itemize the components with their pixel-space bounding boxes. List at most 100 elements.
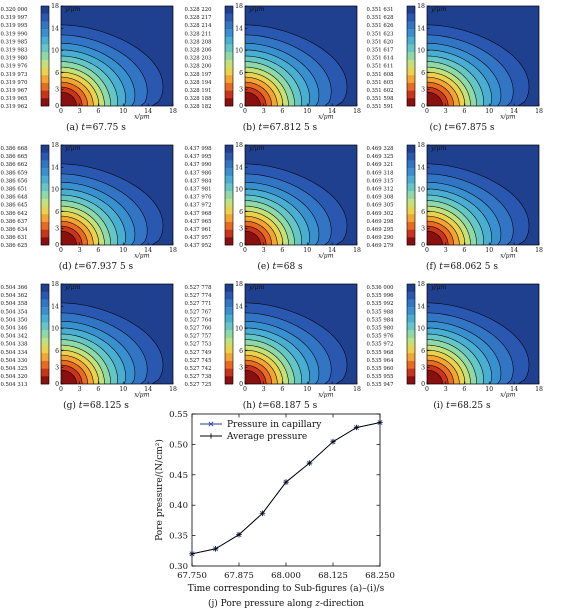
colorbar-label: 0.319 965 — [1, 96, 28, 102]
colorbar-swatch — [41, 299, 49, 308]
contour-line — [427, 327, 492, 384]
data-point — [283, 479, 289, 485]
contour-area — [427, 6, 539, 106]
y-tick-label: 0 — [55, 381, 59, 388]
colorbar-label: 0.328 203 — [185, 56, 212, 62]
plot-frame — [60, 283, 174, 385]
y-tick-label: 18 — [417, 3, 425, 10]
colorbar-swatch — [407, 284, 415, 292]
x-tick-label: 6 — [280, 247, 284, 254]
colorbar-swatch — [41, 221, 49, 230]
colorbar-swatch — [407, 314, 415, 323]
y-tick-label: 18 — [51, 3, 59, 10]
contour-area — [61, 284, 173, 384]
y-axis-label: Pore pressure/(N/cm²) — [154, 439, 165, 541]
x-tick-label: 14 — [328, 247, 336, 254]
colorbar-swatch — [407, 237, 415, 246]
colorbar-swatch — [407, 168, 415, 177]
colorbar-swatch — [41, 145, 49, 153]
contour-line — [61, 194, 118, 245]
colorbar-label: 0.527 771 — [185, 301, 212, 307]
contour-line — [427, 364, 449, 384]
legend-marker — [208, 433, 214, 439]
y-tick-label: 6 — [55, 70, 59, 77]
contour-panel-e: 0.437 998 0.437 995 0.437 990 0.437 986 0.43… — [185, 142, 361, 272]
contour-line — [427, 71, 466, 106]
contour-line — [61, 81, 89, 106]
y-tick-label: 10 — [235, 48, 243, 55]
contour-area — [61, 6, 173, 106]
colorbar-label: 0.351 623 — [367, 31, 394, 37]
colorbar-label: 0.319 980 — [1, 56, 29, 62]
contour-line — [427, 86, 449, 106]
colorbar-swatch — [225, 307, 233, 316]
contour-line — [427, 181, 502, 245]
colorbar-label: 0.437 976 — [185, 195, 213, 201]
x-tick-label: 18 — [353, 386, 361, 393]
y-tick-label: 14 — [417, 303, 425, 310]
x-tick-label: 6 — [280, 108, 284, 115]
colorbar-swatch — [225, 160, 233, 169]
contour-line — [427, 339, 478, 384]
colorbar-swatch — [225, 67, 233, 76]
colorbar-label: 0.527 764 — [185, 317, 213, 323]
contour-line — [427, 163, 530, 245]
colorbar-label: 0.527 742 — [185, 366, 212, 372]
y-tick-label: 0.35 — [169, 532, 188, 542]
contour-line — [61, 344, 105, 384]
colorbar-swatch — [225, 360, 233, 369]
colorbar-swatch — [225, 229, 233, 238]
contour-line — [245, 61, 296, 106]
plot-frame — [244, 144, 358, 246]
colorbar-swatch — [41, 214, 49, 223]
colorbar-swatch — [407, 145, 415, 153]
colorbar-label: 0.386 668 — [1, 146, 29, 152]
contour-line — [245, 302, 348, 384]
contour-area — [427, 284, 539, 384]
y-tick-label: 10 — [51, 48, 59, 55]
y-tick-label: 6 — [239, 70, 243, 77]
contour-line — [245, 163, 348, 245]
colorbar-label: 0.527 753 — [185, 342, 212, 348]
x-tick-label: 14 — [144, 386, 152, 393]
colorbar-swatch — [225, 36, 233, 45]
y-tick-label: 3 — [239, 365, 243, 372]
contour-line — [427, 344, 471, 384]
y-tick-label: 14 — [51, 164, 59, 171]
contour-line — [427, 359, 455, 384]
series-line-1 — [191, 422, 381, 555]
colorbar-swatch — [407, 353, 415, 362]
colorbar-swatch — [407, 376, 415, 385]
x-tick-label: 18 — [169, 386, 177, 393]
contour-line — [61, 215, 94, 245]
caption-variable: t — [439, 262, 443, 272]
colorbar-label: 0.319 976 — [1, 64, 29, 70]
colorbar-swatch — [225, 13, 233, 22]
colorbar-swatch — [41, 198, 49, 207]
contour-line — [61, 333, 118, 384]
contour-band — [427, 370, 443, 384]
legend-label: Average pressure — [226, 432, 307, 442]
contour-line — [61, 66, 105, 106]
contour-line — [245, 173, 332, 245]
contour-line — [245, 81, 273, 106]
chart-caption: (j) Pore pressure along z-direction — [208, 598, 364, 609]
colorbar-label: 0.328 191 — [185, 88, 212, 94]
caption-prefix: (g) — [63, 400, 79, 411]
colorbar-frame — [406, 144, 416, 246]
colorbar-swatch — [407, 221, 415, 230]
colorbar-label: 0.437 968 — [185, 211, 213, 217]
legend-marker — [208, 421, 214, 427]
data-point — [306, 460, 313, 466]
series-line-2 — [191, 422, 381, 555]
caption-prefix: (i) — [433, 400, 446, 411]
x-tick-label: 18 — [535, 247, 543, 254]
contour-line — [61, 188, 126, 245]
colorbar-swatch — [41, 284, 49, 292]
x-tick-label: 0 — [425, 247, 429, 254]
contour-line — [61, 42, 136, 106]
colorbar-label: 0.319 997 — [1, 15, 28, 21]
panel-caption: (e) t=68 s — [257, 261, 303, 272]
y-tick-label: 0.50 — [169, 440, 188, 450]
colorbar-label: 0.319 985 — [1, 39, 28, 45]
